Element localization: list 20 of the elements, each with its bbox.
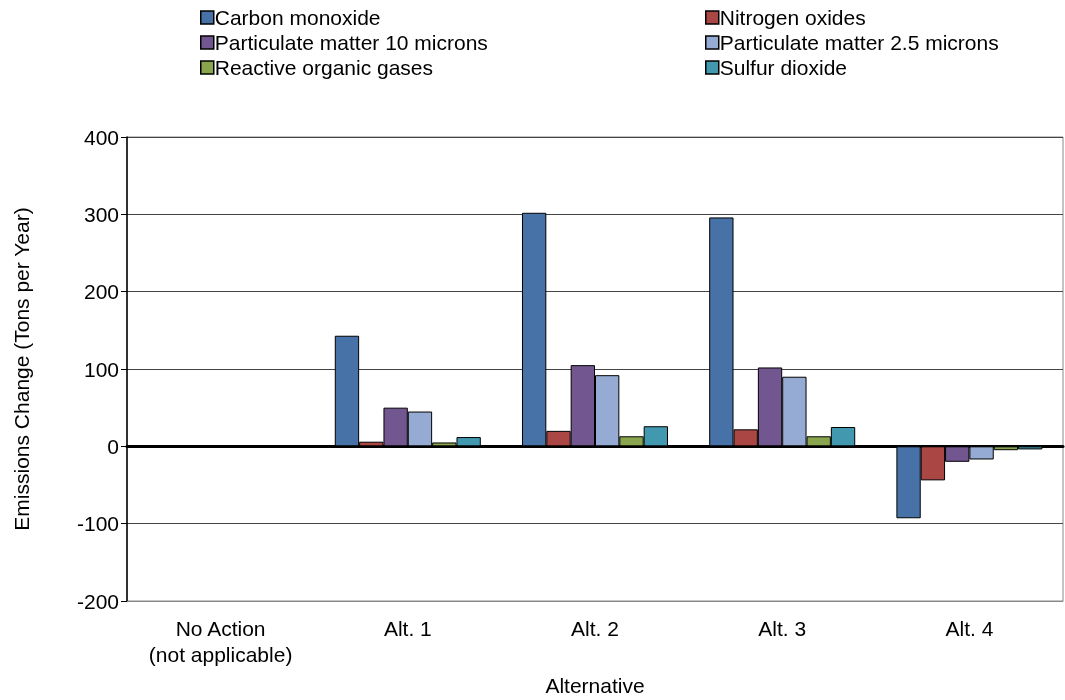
y-tick-label: -100 bbox=[76, 512, 119, 536]
legend-label: Sulfur dioxide bbox=[719, 56, 847, 79]
x-tick-label: Alt. 3 bbox=[758, 616, 807, 640]
y-tick-label: 200 bbox=[83, 280, 119, 304]
legend-label: Carbon monoxide bbox=[214, 6, 381, 29]
legend-label: Particulate matter 10 microns bbox=[214, 31, 488, 54]
x-tick-label: Alt. 2 bbox=[571, 616, 619, 640]
y-tick-label: 0 bbox=[107, 434, 119, 458]
x-axis-title: Alternative bbox=[545, 674, 645, 697]
y-tick-label: -200 bbox=[76, 589, 119, 613]
legend-label: Particulate matter 2.5 microns bbox=[719, 31, 999, 54]
x-tick-label: Alt. 1 bbox=[383, 616, 432, 640]
y-tick-label: 400 bbox=[83, 125, 119, 149]
x-tick-label: Alt. 4 bbox=[945, 616, 994, 640]
y-axis-title: Emissions Change (Tons per Year) bbox=[10, 207, 33, 531]
y-tick-label: 300 bbox=[83, 202, 119, 226]
legend-label: Nitrogen oxides bbox=[719, 6, 866, 29]
legend-label: Reactive organic gases bbox=[214, 56, 434, 79]
y-tick-label: 100 bbox=[83, 357, 119, 381]
x-tick-label: No Action (not applicable) bbox=[148, 616, 293, 666]
